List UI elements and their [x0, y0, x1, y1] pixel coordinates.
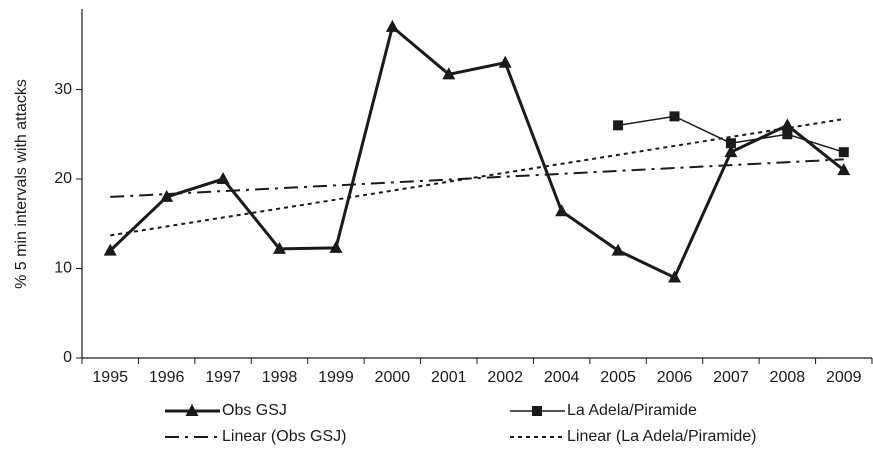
marker-square	[613, 120, 624, 131]
marker-square	[725, 138, 736, 149]
x-tick-label: 2001	[431, 369, 467, 386]
marker-triangle	[668, 270, 681, 283]
marker-triangle	[837, 163, 851, 176]
x-tick-label: 2004	[544, 369, 580, 386]
legend-marker	[185, 404, 199, 416]
marker-triangle	[160, 189, 174, 202]
x-tick-label: 1997	[205, 369, 241, 386]
y-tick-label: 20	[54, 170, 72, 187]
y-axis-label: % 5 min intervals with attacks	[13, 79, 30, 289]
marker-square	[669, 111, 680, 122]
marker-triangle	[103, 243, 117, 256]
x-tick-label: 2008	[770, 369, 806, 386]
legend-label: La Adela/Piramide	[567, 402, 697, 419]
y-tick-label: 30	[54, 81, 72, 98]
marker-triangle	[780, 118, 794, 131]
marker-triangle	[216, 172, 230, 185]
x-tick-label: 2007	[713, 369, 749, 386]
legend-label: Linear (Obs GSJ)	[222, 428, 346, 445]
x-tick-label: 2005	[600, 369, 636, 386]
y-tick-label: 0	[63, 349, 72, 366]
marker-triangle	[329, 240, 343, 253]
x-tick-label: 2009	[826, 369, 862, 386]
x-tick-label: 1996	[149, 369, 185, 386]
marker-triangle	[273, 241, 286, 254]
legend-label: Obs GSJ	[222, 402, 287, 419]
x-tick-label: 1998	[262, 369, 298, 386]
x-tick-label: 2002	[487, 369, 523, 386]
series-line	[109, 24, 845, 280]
marker-triangle	[498, 55, 512, 68]
x-tick-label: 2006	[657, 369, 693, 386]
marker-triangle	[555, 204, 569, 217]
x-tick-label: 1999	[318, 369, 354, 386]
x-tick-label: 2000	[375, 369, 411, 386]
y-tick-label: 10	[54, 260, 72, 277]
legend-label: Linear (La Adela/Piramide)	[567, 428, 756, 445]
marker-square	[782, 129, 793, 140]
marker-triangle	[385, 19, 399, 32]
marker-square	[838, 147, 849, 158]
legend-marker	[532, 406, 542, 416]
marker-triangle	[442, 67, 456, 80]
marker-triangle	[724, 145, 738, 158]
marker-triangle	[611, 243, 625, 256]
x-tick-label: 1995	[92, 369, 128, 386]
